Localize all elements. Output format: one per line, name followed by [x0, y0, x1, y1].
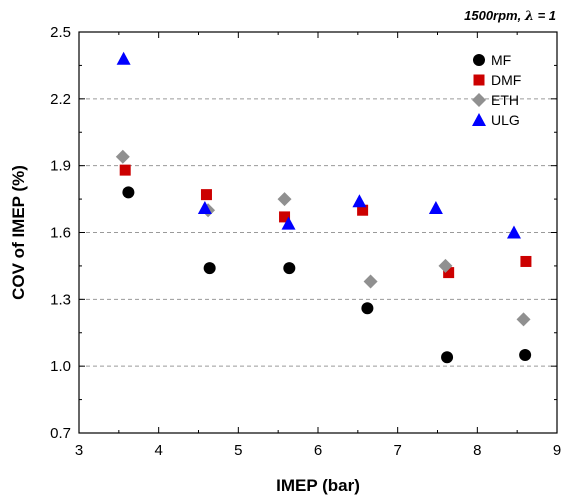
annotation-suffix: = 1 — [534, 8, 556, 23]
legend-marker-eth — [472, 93, 486, 107]
y-tick-label: 1.6 — [50, 225, 71, 242]
y-axis-title: COV of IMEP (%) — [9, 165, 28, 300]
data-point-eth — [516, 312, 531, 327]
x-tick-label: 9 — [553, 442, 561, 459]
grid-lines — [79, 98, 557, 367]
x-tick-label: 6 — [314, 442, 322, 459]
data-point-ulg — [428, 200, 443, 214]
data-point-mf — [203, 262, 216, 275]
data-point-mf — [122, 186, 135, 199]
legend-marker-dmf — [473, 74, 485, 86]
data-point-ulg — [506, 225, 521, 239]
axis-ticks: 3 4 5 6 7 8 9 0.7 1.0 1.3 1.6 1.9 2.2 2.5 — [50, 24, 561, 459]
legend: MF DMF ETH ULG — [472, 52, 521, 128]
legend-label-mf: MF — [491, 52, 511, 68]
legend-label-ulg: ULG — [491, 112, 520, 128]
series-dmf — [119, 164, 532, 279]
x-tick-label: 4 — [154, 442, 162, 459]
y-tick-label: 2.5 — [50, 24, 71, 41]
y-tick-label: 1.0 — [50, 358, 71, 375]
data-point-eth — [438, 258, 453, 273]
data-point-dmf — [119, 164, 131, 176]
x-tick-label: 5 — [234, 442, 242, 459]
data-point-ulg — [116, 51, 131, 65]
y-tick-label: 1.3 — [50, 291, 71, 308]
data-point-dmf — [520, 255, 532, 267]
legend-label-dmf: DMF — [491, 72, 521, 88]
data-point-mf — [283, 262, 296, 275]
x-tick-label: 8 — [473, 442, 481, 459]
legend-marker-ulg — [472, 113, 486, 126]
x-axis-title: IMEP (bar) — [276, 476, 360, 495]
data-point-eth — [277, 192, 292, 207]
data-point-mf — [441, 351, 454, 364]
data-point-ulg — [197, 200, 212, 214]
data-point-dmf — [279, 211, 291, 223]
data-point-mf — [361, 302, 374, 315]
data-point-dmf — [443, 267, 455, 279]
data-point-ulg — [281, 216, 296, 230]
legend-marker-mf — [473, 54, 485, 66]
data-points — [115, 51, 532, 364]
series-ulg — [116, 51, 521, 239]
condition-annotation: 1500rpm, λ = 1 — [464, 8, 556, 24]
lambda-symbol: λ — [524, 9, 534, 24]
y-tick-label: 2.2 — [50, 91, 71, 108]
x-tick-label: 3 — [75, 442, 83, 459]
series-mf — [122, 186, 532, 364]
x-tick-label: 7 — [393, 442, 401, 459]
data-point-ulg — [352, 194, 367, 208]
y-tick-label: 1.9 — [50, 158, 71, 175]
data-point-eth — [115, 149, 130, 164]
legend-label-eth: ETH — [491, 92, 519, 108]
annotation-prefix: 1500rpm, — [464, 8, 525, 23]
data-point-dmf — [357, 204, 369, 216]
data-point-mf — [519, 349, 532, 362]
data-point-eth — [363, 274, 378, 289]
data-point-dmf — [200, 189, 212, 201]
y-tick-label: 0.7 — [50, 425, 71, 442]
series-eth — [115, 149, 531, 327]
